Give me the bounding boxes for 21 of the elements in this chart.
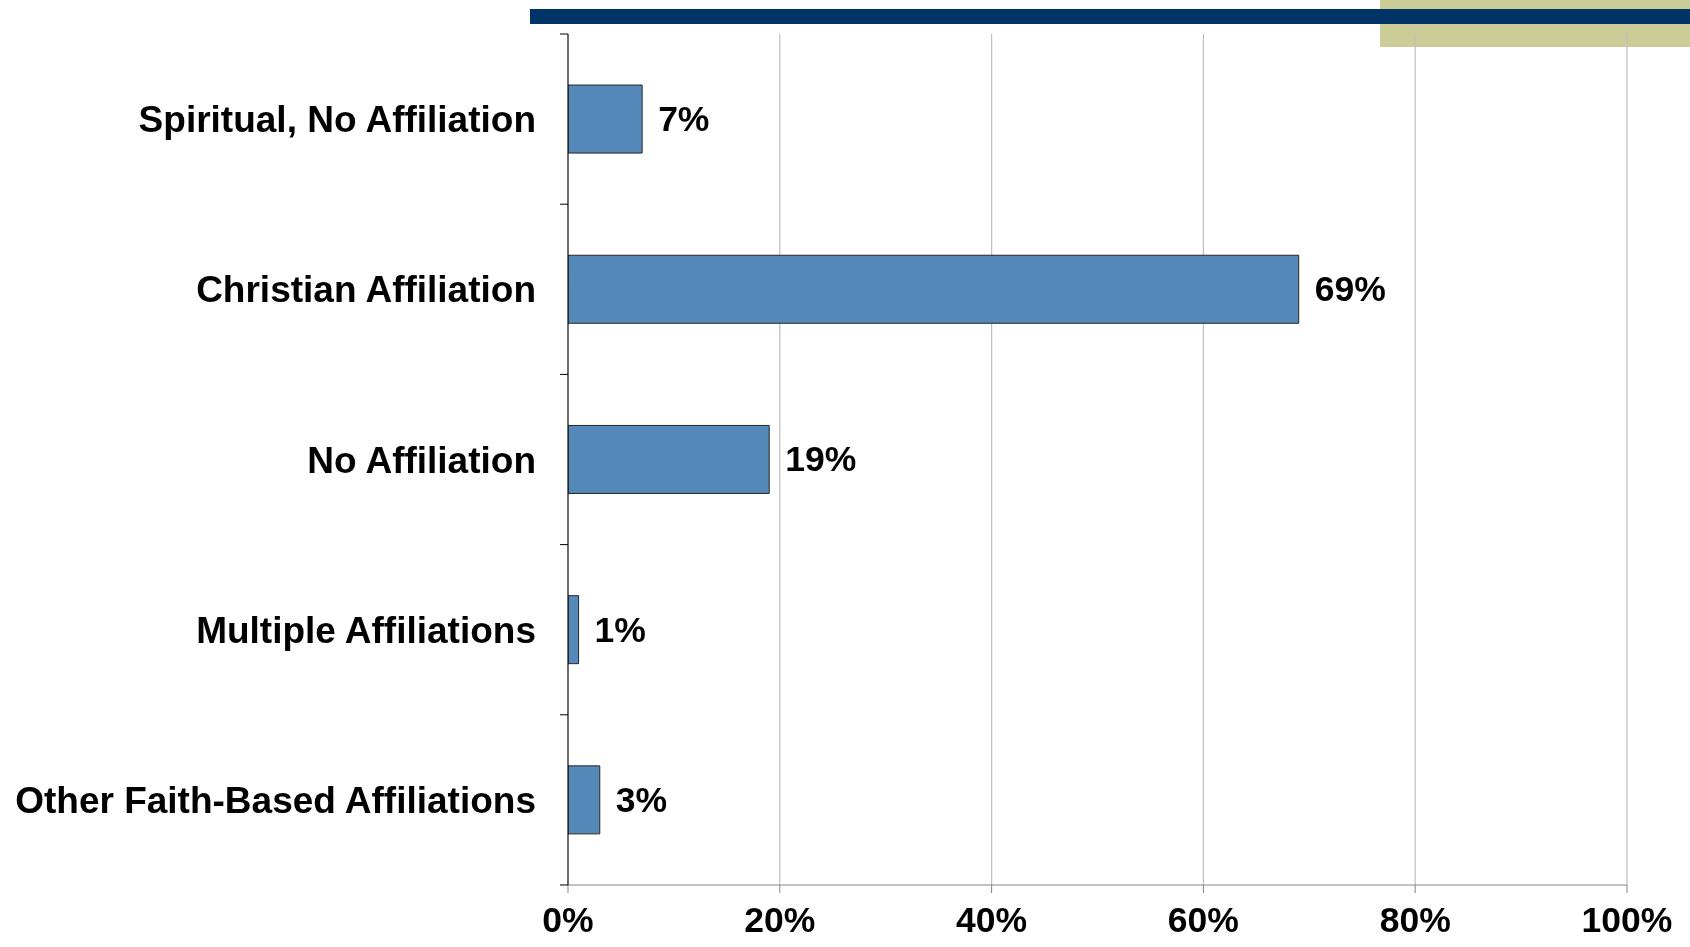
y-tick-label: Other Faith-Based Affiliations <box>15 779 536 821</box>
bar <box>568 765 601 835</box>
y-tick-label: Spiritual, No Affiliation <box>138 98 536 140</box>
bar <box>568 84 643 154</box>
bar <box>568 254 1300 324</box>
data-label: 3% <box>615 779 668 820</box>
data-label: 19% <box>785 439 857 480</box>
bar <box>568 595 580 665</box>
y-tick-label: Multiple Affiliations <box>196 609 536 651</box>
x-tick-label: 60% <box>1167 900 1239 941</box>
x-tick-label: 20% <box>744 900 816 941</box>
y-tick-label: Christian Affiliation <box>196 268 536 310</box>
x-tick-label: 40% <box>956 900 1028 941</box>
data-label: 1% <box>594 609 646 650</box>
x-tick-label: 0% <box>542 900 594 941</box>
data-label: 69% <box>1314 269 1386 310</box>
y-tick-label: No Affiliation <box>307 439 536 480</box>
bar <box>568 424 770 494</box>
data-label: 7% <box>658 99 710 140</box>
x-tick-label: 80% <box>1379 900 1451 941</box>
x-tick-label: 100% <box>1581 900 1673 941</box>
